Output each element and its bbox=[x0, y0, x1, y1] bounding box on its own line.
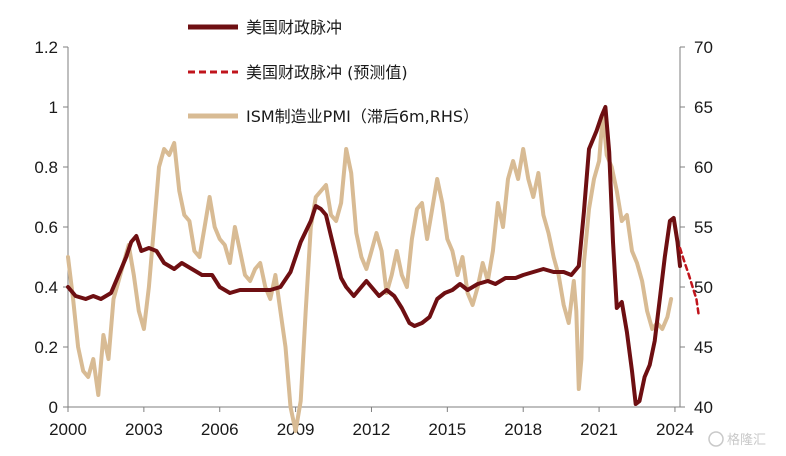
watermark-logo-icon bbox=[708, 431, 724, 447]
x-tick-label: 2024 bbox=[656, 420, 694, 439]
x-tick-label: 2015 bbox=[428, 420, 466, 439]
right-y-tick-label: 45 bbox=[694, 338, 713, 357]
x-tick-label: 2018 bbox=[504, 420, 542, 439]
x-ticks: 2000 2003 2006 2009 2012 2015 2018 2021 2024 bbox=[49, 407, 694, 439]
right-y-ticks: 40 45 50 55 60 65 70 bbox=[680, 38, 713, 417]
legend: 美国财政脉冲 美国财政脉冲 (预测值) ISM制造业PMI（滞后6m,RHS） bbox=[188, 18, 479, 126]
legend-label-ism-pmi: ISM制造业PMI（滞后6m,RHS） bbox=[246, 107, 479, 126]
right-y-tick-label: 50 bbox=[694, 278, 713, 297]
right-y-tick-label: 65 bbox=[694, 98, 713, 117]
x-tick-label: 2003 bbox=[125, 420, 163, 439]
left-y-ticks: 0 0.2 0.4 0.6 0.8 1 1.2 bbox=[34, 38, 68, 417]
left-y-tick-label: 1.2 bbox=[34, 38, 58, 57]
legend-label-fiscal-impulse: 美国财政脉冲 bbox=[246, 18, 342, 37]
watermark: 格隆汇 bbox=[708, 431, 766, 448]
left-y-tick-label: 1 bbox=[49, 98, 58, 117]
left-y-tick-label: 0.4 bbox=[34, 278, 58, 297]
x-tick-label: 2012 bbox=[353, 420, 391, 439]
legend-label-fiscal-forecast: 美国财政脉冲 (预测值) bbox=[246, 63, 408, 82]
right-y-tick-label: 70 bbox=[694, 38, 713, 57]
watermark-text: 格隆汇 bbox=[727, 432, 766, 448]
right-y-tick-label: 40 bbox=[694, 398, 713, 417]
series-line-ism-pmi bbox=[66, 111, 674, 433]
left-y-tick-label: 0.8 bbox=[34, 158, 58, 177]
series-line-fiscal-impulse bbox=[66, 105, 682, 406]
series-layer bbox=[66, 105, 701, 433]
left-y-tick-label: 0.6 bbox=[34, 218, 58, 237]
series-line-fiscal-forecast bbox=[678, 246, 701, 319]
left-y-tick-label: 0 bbox=[49, 398, 58, 417]
right-y-tick-label: 55 bbox=[694, 218, 713, 237]
left-y-tick-label: 0.2 bbox=[34, 338, 58, 357]
x-tick-label: 2006 bbox=[201, 420, 239, 439]
x-tick-label: 2000 bbox=[49, 420, 87, 439]
right-y-tick-label: 60 bbox=[694, 158, 713, 177]
x-tick-label: 2021 bbox=[580, 420, 618, 439]
